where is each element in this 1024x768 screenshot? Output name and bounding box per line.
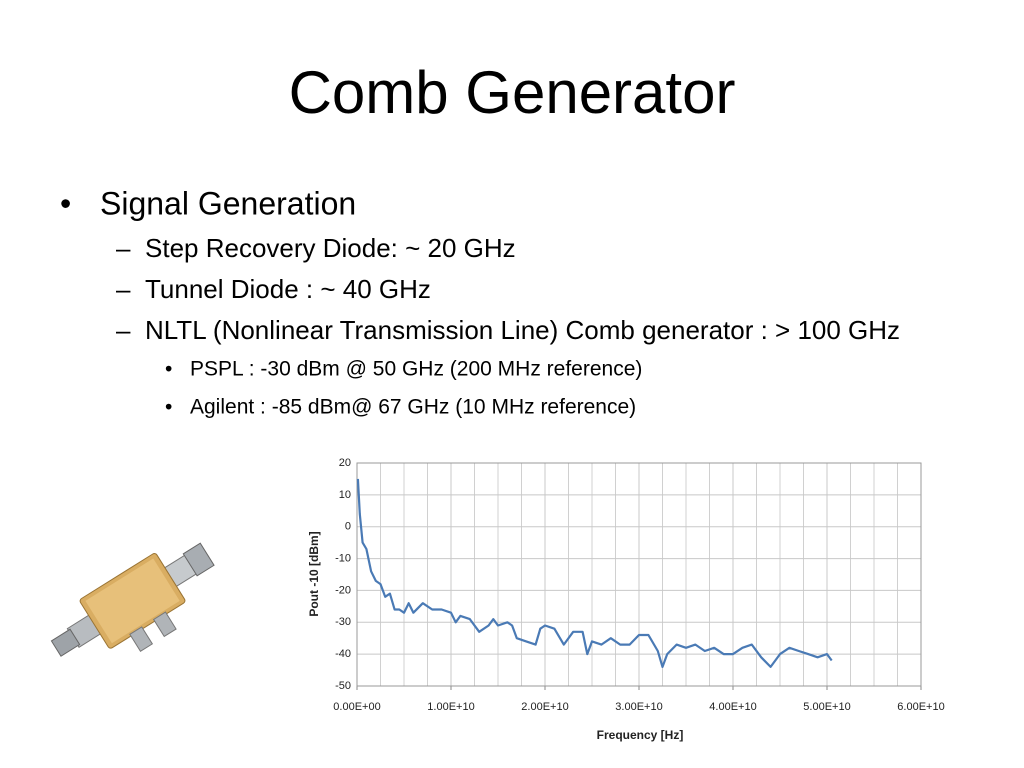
bullet-text: Step Recovery Diode: ~ 20 GHz	[145, 233, 516, 263]
bullet-marker: –	[116, 233, 131, 263]
bullet-marker: •	[165, 358, 172, 381]
bullet-marker: –	[116, 274, 131, 304]
bullet-text: NLTL (Nonlinear Transmission Line) Comb …	[145, 315, 900, 345]
x-axis-title: Frequency [Hz]	[597, 728, 684, 742]
bullet-item: • Signal Generation	[60, 185, 356, 221]
bullet-item: • Agilent : -85 dBm@ 67 GHz (10 MHz refer…	[165, 396, 636, 419]
bullet-text: Signal Generation	[100, 185, 356, 221]
bullet-text: Agilent : -85 dBm@ 67 GHz (10 MHz refere…	[190, 396, 636, 419]
bullet-item: – NLTL (Nonlinear Transmission Line) Comb…	[116, 315, 900, 345]
y-tick-label: 10	[339, 489, 351, 501]
x-tick-label: 6.00E+10	[897, 701, 944, 713]
x-tick-label: 0.00E+00	[333, 701, 380, 713]
slide-title: Comb Generator	[289, 59, 736, 126]
bullet-text: PSPL : -30 dBm @ 50 GHz (200 MHz referen…	[190, 358, 642, 381]
x-tick-label: 4.00E+10	[709, 701, 756, 713]
bullet-list: • Signal Generation– Step Recovery Diode: …	[60, 185, 900, 418]
bullet-marker: •	[60, 185, 71, 221]
data-line	[356, 478, 833, 668]
y-tick-label: -10	[335, 552, 351, 564]
y-tick-label: -40	[335, 648, 351, 660]
x-tick-label: 3.00E+10	[615, 701, 662, 713]
bullet-item: – Step Recovery Diode: ~ 20 GHz	[116, 233, 516, 263]
y-tick-label: -50	[335, 680, 351, 692]
chart: Frequency [Hz] Pout -10 [dBm] -50 -40 -30 -…	[307, 457, 945, 742]
y-tick-label: 0	[345, 521, 351, 533]
x-tick-label: 5.00E+10	[803, 701, 850, 713]
bullet-marker: •	[165, 396, 172, 419]
bullet-item: – Tunnel Diode : ~ 40 GHz	[116, 274, 431, 304]
bullet-item: • PSPL : -30 dBm @ 50 GHz (200 MHz refere…	[165, 358, 642, 381]
x-tick-label: 1.00E+10	[427, 701, 474, 713]
bullet-text: Tunnel Diode : ~ 40 GHz	[145, 274, 431, 304]
y-tick-label: -20	[335, 584, 351, 596]
y-tick-label: 20	[339, 457, 351, 469]
y-tick-label: -30	[335, 616, 351, 628]
y-axis-title: Pout -10 [dBm]	[307, 531, 321, 616]
plot-frame	[356, 462, 922, 687]
bullet-marker: –	[116, 315, 131, 345]
x-tick-label: 2.00E+10	[521, 701, 568, 713]
device-image	[50, 542, 215, 657]
